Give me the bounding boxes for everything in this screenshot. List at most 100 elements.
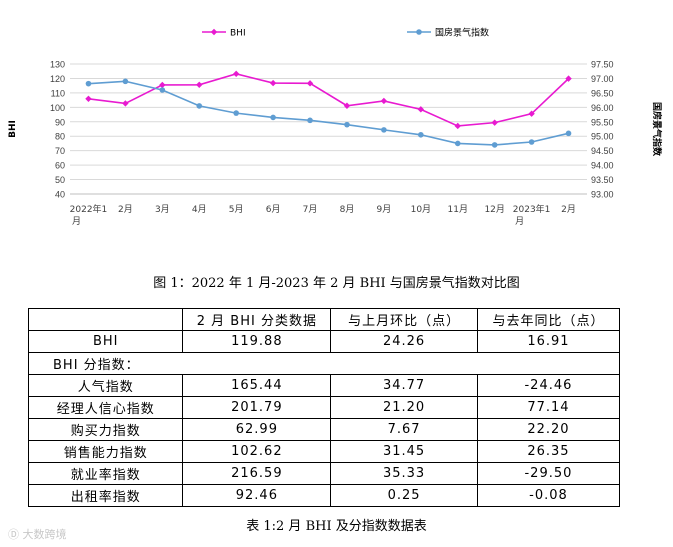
table-row: 经理人信心指数 201.79 21.20 77.14 bbox=[27, 396, 621, 419]
table-value-cell: 21.20 bbox=[330, 396, 478, 419]
y-tick-label: 130 bbox=[50, 60, 65, 70]
data-point bbox=[122, 100, 129, 107]
y-right-tick-label: 96.50 bbox=[591, 88, 614, 98]
row-label-cell: 销售能力指数 bbox=[27, 440, 184, 463]
data-point bbox=[565, 130, 572, 137]
data-point bbox=[306, 80, 314, 87]
table-value-cell: -24.46 bbox=[476, 374, 621, 397]
x-tick-label: 7月 bbox=[303, 204, 318, 215]
data-point bbox=[565, 75, 572, 82]
y-right-tick-label: 95.00 bbox=[591, 132, 614, 142]
y-right-tick-label: 95.50 bbox=[591, 117, 614, 127]
data-point bbox=[344, 121, 350, 128]
table-header-cell: 2 月 BHI 分类数据 bbox=[182, 308, 332, 331]
table-row: 销售能力指数 102.62 31.45 26.35 bbox=[27, 440, 621, 463]
row-label-cell: BHI bbox=[27, 330, 184, 353]
y-tick-label: 90 bbox=[55, 117, 65, 127]
data-point bbox=[491, 142, 498, 148]
table-value-cell: 22.20 bbox=[476, 418, 621, 441]
x-tick-label: 2022年1 月 bbox=[70, 203, 108, 227]
row-label-cell: 出租率指数 bbox=[27, 484, 184, 507]
x-tick-label: 11月 bbox=[448, 204, 468, 215]
table-row: 就业率指数 216.59 35.33 -29.50 bbox=[27, 462, 621, 485]
row-label-cell: 经理人信心指数 bbox=[27, 396, 184, 419]
x-tick-label: 2月 bbox=[118, 204, 133, 215]
x-tick-label: 3月 bbox=[155, 204, 170, 215]
data-point bbox=[269, 79, 277, 87]
x-tick-label: 6月 bbox=[266, 204, 281, 215]
table-value-cell: 77.14 bbox=[476, 396, 621, 419]
y-tick-label: 110 bbox=[51, 88, 65, 98]
table-value-cell: 92.46 bbox=[182, 484, 332, 507]
table-value-cell: 62.99 bbox=[182, 418, 332, 441]
legend-label: BHI bbox=[230, 29, 246, 39]
series-line-1 bbox=[88, 80, 569, 146]
row-label-cell: BHI 分指数： bbox=[28, 352, 620, 375]
data-point bbox=[381, 127, 387, 133]
series-line-0 bbox=[88, 72, 570, 127]
x-tick-label: 9月 bbox=[377, 204, 392, 215]
data-point bbox=[159, 87, 166, 93]
table-value-cell: 26.35 bbox=[476, 440, 621, 463]
legend-marker bbox=[210, 28, 218, 36]
table-header-row: 2 月 BHI 分类数据 与上月环比（点） 与去年同比（点） bbox=[27, 308, 621, 331]
data-point bbox=[343, 102, 351, 109]
table-value-cell: -29.50 bbox=[476, 462, 621, 485]
data-point bbox=[270, 114, 276, 121]
table-value-cell: 7.67 bbox=[330, 418, 478, 441]
y-right-tick-label: 97.50 bbox=[591, 60, 614, 70]
row-label-cell: 就业率指数 bbox=[27, 462, 184, 485]
data-point bbox=[196, 103, 203, 109]
y-tick-label: 60 bbox=[55, 161, 65, 171]
bhi-comparison-chart: 130 120 110 100 90 80 70 60 50 40 97.50 97.00 96.50 9… bbox=[8, 27, 663, 228]
y-tick-label: 70 bbox=[55, 146, 65, 156]
x-tick-label: 2月 bbox=[561, 204, 576, 215]
x-tick-label: 2023年1 月 bbox=[513, 203, 551, 227]
table-row: 人气指数 165.44 34.77 -24.46 bbox=[27, 374, 621, 397]
table-header-cell bbox=[27, 308, 184, 331]
legend-marker bbox=[416, 29, 422, 35]
data-point bbox=[528, 110, 535, 117]
data-point bbox=[122, 78, 129, 85]
data-point bbox=[528, 139, 535, 145]
y-right-tick-label: 94.00 bbox=[591, 161, 614, 171]
x-tick-label: 5月 bbox=[229, 204, 244, 215]
table-value-cell: 34.77 bbox=[330, 374, 478, 397]
x-tick-label: 4月 bbox=[192, 204, 207, 215]
row-label-cell: 人气指数 bbox=[27, 374, 184, 397]
table-value-cell: 102.62 bbox=[182, 440, 332, 463]
data-point bbox=[454, 140, 461, 147]
y-tick-label: 80 bbox=[55, 132, 65, 142]
table-caption: 表 1:2 月 BHI 及分指数数据表 bbox=[246, 519, 427, 534]
row-label-cell: 购买力指数 bbox=[27, 418, 184, 441]
table-value-cell: 31.45 bbox=[330, 440, 478, 463]
table-row: 购买力指数 62.99 7.67 22.20 bbox=[27, 418, 621, 441]
table-value-cell: 119.88 bbox=[182, 330, 332, 353]
y-right-tick-label: 93.50 bbox=[591, 175, 614, 185]
figure-caption: 图 1：2022 年 1 月-2023 年 2 月 BHI 与国房景气指数对比图 bbox=[153, 276, 520, 291]
data-point bbox=[85, 95, 92, 103]
table-row: BHI 分指数： bbox=[28, 352, 620, 375]
table-value-cell: 24.26 bbox=[330, 330, 478, 353]
data-point bbox=[159, 81, 166, 89]
table-value-cell: 0.25 bbox=[330, 484, 478, 507]
data-point bbox=[417, 106, 425, 113]
table-header-cell: 与去年同比（点） bbox=[476, 308, 621, 331]
watermark-text: 大数跨境 bbox=[22, 528, 67, 541]
data-point bbox=[232, 70, 240, 78]
bhi-data-table: 2 月 BHI 分类数据 与上月环比（点） 与去年同比（点） BHI 119.88 24.… bbox=[27, 308, 621, 507]
table-value-cell: -0.08 bbox=[476, 484, 621, 507]
watermark: Ⓓ 大数跨境 bbox=[8, 526, 67, 542]
x-tick-label: 12月 bbox=[484, 204, 504, 215]
y-right-tick-label: 97.00 bbox=[591, 74, 614, 84]
data-point bbox=[85, 80, 92, 87]
y-right-tick-label: 94.50 bbox=[591, 146, 614, 156]
y-right-axis-title: 国房景气指数 bbox=[651, 102, 663, 157]
y-tick-label: 100 bbox=[50, 103, 65, 113]
y-tick-label: 50 bbox=[55, 175, 65, 185]
table-row: BHI 119.88 24.26 16.91 bbox=[27, 330, 621, 353]
y-axis-title: BHI bbox=[8, 120, 18, 138]
watermark-logo-icon: Ⓓ bbox=[8, 528, 23, 541]
data-point bbox=[418, 131, 424, 138]
data-point bbox=[454, 122, 461, 130]
